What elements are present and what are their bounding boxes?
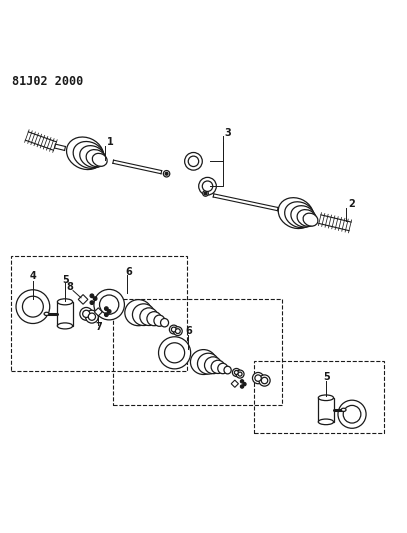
- Text: 6: 6: [186, 326, 192, 336]
- Ellipse shape: [241, 385, 244, 388]
- Ellipse shape: [211, 360, 225, 374]
- Ellipse shape: [297, 209, 317, 227]
- Ellipse shape: [125, 300, 152, 326]
- Ellipse shape: [318, 395, 334, 401]
- Ellipse shape: [188, 156, 199, 166]
- Ellipse shape: [83, 310, 90, 318]
- Text: 4: 4: [29, 271, 36, 281]
- Ellipse shape: [341, 408, 346, 411]
- Ellipse shape: [338, 400, 366, 429]
- Text: 8: 8: [66, 282, 73, 292]
- Ellipse shape: [90, 294, 94, 297]
- Ellipse shape: [204, 192, 207, 195]
- Text: 7: 7: [95, 321, 102, 332]
- Ellipse shape: [243, 383, 246, 386]
- Ellipse shape: [202, 181, 213, 191]
- Ellipse shape: [241, 379, 244, 383]
- Ellipse shape: [204, 357, 222, 374]
- Ellipse shape: [105, 313, 108, 317]
- Ellipse shape: [163, 171, 170, 177]
- Bar: [57, 302, 72, 326]
- Text: 1: 1: [107, 137, 114, 147]
- Ellipse shape: [291, 206, 315, 227]
- Ellipse shape: [94, 289, 125, 320]
- Ellipse shape: [173, 327, 182, 336]
- Ellipse shape: [160, 319, 168, 327]
- Ellipse shape: [90, 301, 94, 304]
- Ellipse shape: [303, 213, 318, 226]
- Ellipse shape: [140, 308, 158, 326]
- Ellipse shape: [185, 152, 202, 170]
- Ellipse shape: [86, 150, 106, 167]
- Ellipse shape: [318, 419, 334, 425]
- Ellipse shape: [261, 377, 268, 384]
- Ellipse shape: [343, 406, 361, 423]
- Ellipse shape: [66, 137, 104, 169]
- Ellipse shape: [165, 172, 168, 175]
- Text: 6: 6: [125, 266, 132, 277]
- Text: 2: 2: [348, 199, 355, 209]
- Ellipse shape: [44, 312, 49, 316]
- Polygon shape: [94, 308, 102, 316]
- Ellipse shape: [175, 329, 180, 334]
- Ellipse shape: [147, 312, 161, 326]
- Ellipse shape: [16, 290, 50, 324]
- Ellipse shape: [169, 325, 178, 334]
- Ellipse shape: [92, 154, 107, 166]
- Ellipse shape: [255, 375, 261, 381]
- Ellipse shape: [22, 296, 43, 317]
- Ellipse shape: [232, 368, 241, 376]
- Ellipse shape: [105, 307, 108, 310]
- Ellipse shape: [164, 343, 185, 363]
- Ellipse shape: [197, 353, 219, 374]
- Ellipse shape: [93, 297, 97, 301]
- Ellipse shape: [259, 375, 270, 386]
- Ellipse shape: [252, 373, 264, 384]
- Ellipse shape: [100, 295, 119, 314]
- Polygon shape: [231, 380, 239, 387]
- Ellipse shape: [278, 198, 313, 229]
- Text: 81J02 2000: 81J02 2000: [12, 75, 83, 87]
- Ellipse shape: [203, 191, 208, 196]
- Ellipse shape: [73, 141, 104, 168]
- Ellipse shape: [171, 327, 176, 332]
- Ellipse shape: [85, 310, 98, 323]
- Ellipse shape: [224, 366, 231, 374]
- Ellipse shape: [80, 146, 105, 167]
- Bar: [318, 398, 334, 422]
- Ellipse shape: [57, 299, 72, 305]
- Ellipse shape: [190, 350, 217, 375]
- Ellipse shape: [159, 337, 190, 369]
- Ellipse shape: [80, 308, 93, 320]
- Ellipse shape: [236, 370, 244, 378]
- Ellipse shape: [132, 304, 155, 326]
- Ellipse shape: [107, 310, 111, 313]
- Text: 3: 3: [224, 128, 231, 138]
- Ellipse shape: [218, 364, 228, 374]
- Polygon shape: [78, 295, 88, 304]
- Ellipse shape: [88, 313, 96, 320]
- Ellipse shape: [238, 372, 242, 376]
- Text: 5: 5: [323, 372, 330, 382]
- Ellipse shape: [284, 202, 314, 228]
- Ellipse shape: [234, 370, 239, 375]
- Ellipse shape: [57, 323, 72, 329]
- Text: 5: 5: [62, 274, 69, 285]
- Ellipse shape: [154, 315, 165, 326]
- Ellipse shape: [199, 177, 217, 195]
